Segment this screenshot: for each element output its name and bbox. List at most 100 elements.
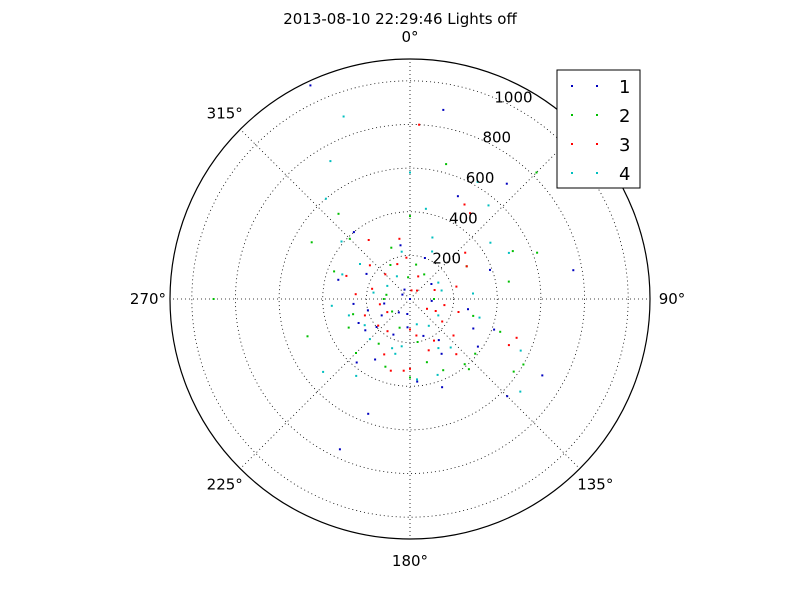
- data-point: [310, 241, 313, 244]
- data-point: [422, 334, 425, 337]
- data-point: [330, 304, 333, 307]
- data-point: [322, 370, 325, 373]
- data-point: [511, 250, 514, 253]
- data-point: [416, 378, 418, 381]
- data-point: [374, 358, 377, 361]
- data-point: [431, 236, 434, 239]
- data-point: [329, 160, 332, 163]
- r-tick-label: 600: [466, 169, 495, 187]
- data-point: [415, 263, 418, 266]
- data-point: [427, 349, 430, 352]
- data-point: [434, 310, 437, 312]
- data-point: [437, 314, 440, 317]
- data-point: [406, 313, 409, 315]
- data-point: [365, 272, 368, 275]
- data-point: [385, 293, 388, 296]
- data-point: [437, 347, 440, 350]
- data-point: [394, 352, 397, 355]
- data-point: [354, 293, 357, 296]
- r-tick-label: 200: [432, 250, 461, 268]
- data-point: [426, 307, 428, 310]
- data-point: [400, 250, 403, 253]
- data-point: [467, 308, 469, 311]
- r-tick-label: 400: [449, 209, 478, 227]
- data-point: [469, 212, 472, 215]
- legend-label: 2: [619, 106, 630, 127]
- data-point: [409, 171, 411, 174]
- data-point: [455, 285, 458, 288]
- data-points: [212, 84, 575, 451]
- data-point: [519, 349, 522, 352]
- data-point: [430, 283, 433, 285]
- data-point: [409, 298, 411, 300]
- data-point: [440, 289, 443, 292]
- data-point: [403, 288, 406, 291]
- data-point: [367, 239, 370, 241]
- theta-gridline: [240, 129, 411, 300]
- data-point: [368, 264, 371, 267]
- polar-grid: [170, 59, 650, 539]
- data-point: [433, 298, 435, 300]
- data-point: [507, 251, 510, 254]
- data-point: [506, 395, 509, 398]
- data-point: [507, 280, 510, 283]
- data-point: [441, 386, 444, 389]
- data-point: [406, 326, 409, 329]
- data-point: [433, 339, 435, 342]
- data-point: [357, 322, 360, 324]
- data-point: [467, 368, 470, 371]
- data-point: [391, 310, 394, 313]
- data-point: [347, 314, 350, 317]
- data-point: [368, 338, 371, 341]
- r-tick-label: 1000: [494, 88, 532, 106]
- legend: 1 2 3 4: [556, 69, 641, 189]
- data-point: [415, 334, 418, 337]
- data-point: [348, 237, 351, 240]
- data-point: [405, 256, 408, 259]
- data-point: [433, 289, 436, 291]
- data-point: [359, 263, 361, 265]
- data-point: [499, 330, 502, 333]
- theta-gridline: [409, 129, 580, 300]
- data-point: [535, 171, 538, 174]
- data-point: [341, 273, 344, 276]
- angle-tick-label: 90°: [659, 290, 686, 308]
- legend-marker: [571, 114, 573, 116]
- data-point: [437, 281, 440, 284]
- data-point: [442, 369, 445, 372]
- data-point: [401, 293, 404, 296]
- legend-marker: [571, 85, 573, 87]
- legend-box: [556, 69, 641, 189]
- data-point: [478, 316, 481, 319]
- data-point: [337, 212, 340, 215]
- data-point: [418, 123, 421, 126]
- data-point: [306, 335, 309, 338]
- data-point: [507, 344, 510, 347]
- chart-title: 2013-08-10 22:29:46 Lights off: [283, 10, 517, 28]
- r-gridline: [191, 80, 629, 518]
- legend-marker: [596, 114, 598, 116]
- data-point: [363, 314, 366, 317]
- series-2: [212, 163, 539, 379]
- data-point: [352, 302, 355, 305]
- data-point: [366, 309, 369, 312]
- data-point: [402, 369, 405, 372]
- data-point: [512, 370, 515, 373]
- angle-tick-label: 180°: [392, 552, 428, 570]
- data-point: [457, 311, 460, 313]
- data-point: [445, 163, 448, 166]
- data-point: [391, 347, 394, 350]
- data-point: [472, 327, 475, 330]
- data-point: [474, 352, 477, 355]
- data-point: [430, 299, 433, 302]
- data-point: [493, 328, 496, 331]
- data-point: [377, 324, 380, 327]
- data-point: [440, 352, 443, 355]
- data-point: [390, 246, 393, 249]
- series-3: [345, 123, 518, 372]
- angle-tick-label: 315°: [207, 105, 243, 123]
- legend-label: 4: [619, 164, 630, 185]
- data-point: [384, 365, 387, 368]
- data-point: [416, 289, 418, 292]
- data-point: [384, 273, 387, 276]
